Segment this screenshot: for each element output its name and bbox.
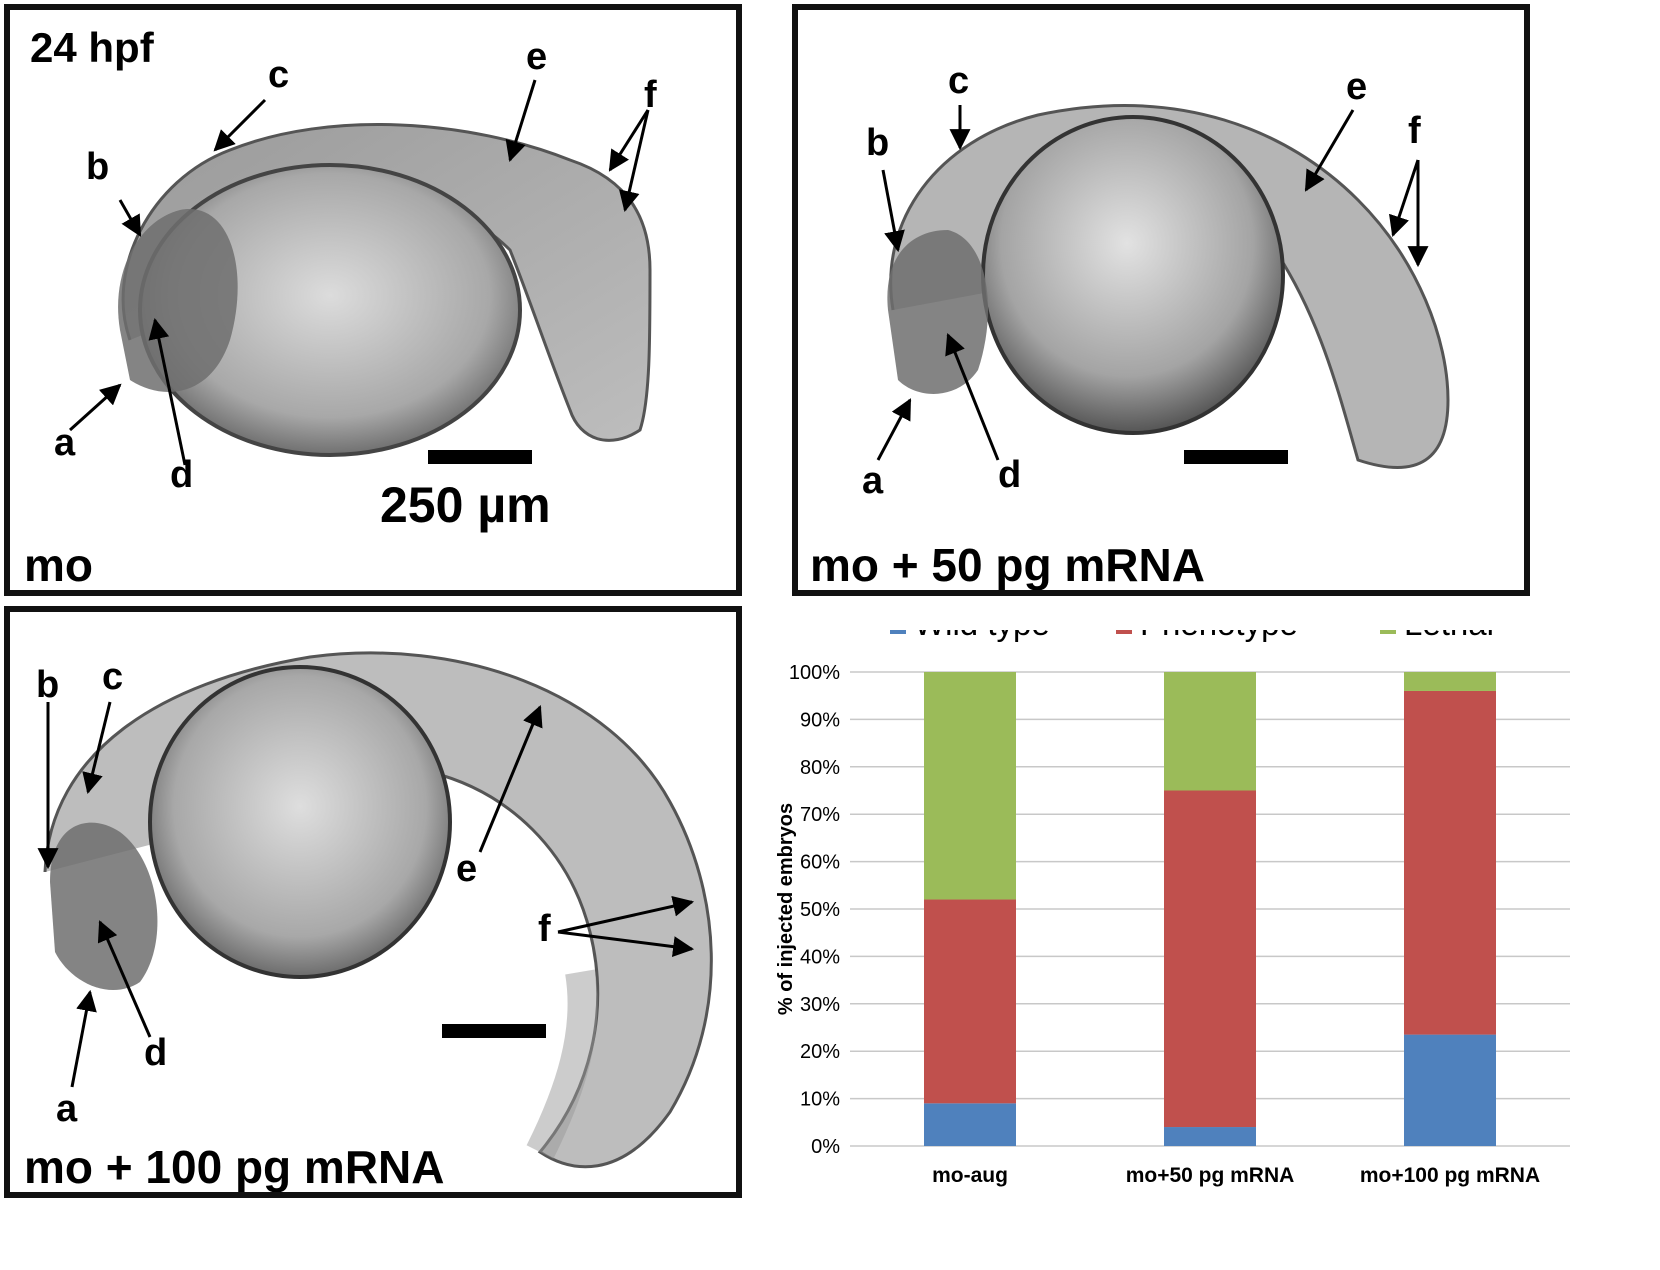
y-tick-label: 60%	[800, 852, 840, 874]
bar-segment-wild-type	[1164, 1127, 1256, 1146]
x-category-label: mo-aug	[932, 1164, 1008, 1187]
y-axis-ticks: 0% 10% 20% 30% 40% 50% 60% 70% 80% 90% 100%	[789, 662, 840, 1158]
x-category-label: mo+50 pg mRNA	[1126, 1164, 1295, 1187]
marker-letter-a: a	[56, 1088, 78, 1130]
legend-swatch	[1380, 630, 1396, 634]
bar-segment-phenotype	[924, 899, 1016, 1104]
y-tick-label: 20%	[800, 1041, 840, 1063]
bar-segment-wild-type	[924, 1103, 1016, 1146]
y-tick-label: 50%	[800, 899, 840, 921]
embryo-illustration-mo-100pg	[37, 651, 713, 1169]
y-axis-label: % of injected embryos	[775, 803, 797, 1015]
scale-bar	[442, 1024, 546, 1038]
y-tick-label: 10%	[800, 1089, 840, 1111]
image-panel-mo: 24 hpf 250 µm mo a b c d e f	[4, 4, 742, 596]
marker-letter-e: e	[526, 36, 548, 78]
marker-letter-b: b	[36, 664, 60, 706]
bar-segment-wild-type	[1404, 1034, 1496, 1146]
panel-label: mo + 50 pg mRNA	[810, 539, 1205, 591]
marker-letter-d: d	[170, 454, 194, 496]
marker-letter-c: c	[102, 656, 124, 698]
marker-letter-c: c	[268, 54, 290, 96]
y-tick-label: 40%	[800, 946, 840, 968]
marker-letter-d: d	[998, 454, 1022, 496]
marker-letter-a: a	[54, 422, 76, 464]
marker-letter-d: d	[144, 1032, 168, 1074]
y-tick-label: 100%	[789, 662, 840, 684]
legend-swatch	[890, 630, 906, 634]
legend-entry: Lethal	[1404, 630, 1494, 642]
marker-letter-e: e	[1346, 66, 1368, 108]
stacked-bar-chart: Wild type Phenotype Lethal 0% 10% 20% 30% 40% 5…	[775, 630, 1570, 1187]
bar-segment-phenotype	[1404, 690, 1496, 1035]
x-axis-categories: mo-aug mo+50 pg mRNA mo+100 pg mRNA	[932, 1164, 1540, 1187]
legend-entry: Wild type	[914, 630, 1050, 642]
scale-bar	[428, 450, 532, 464]
image-panel-mo-100pg: a b c d e f mo + 100 pg mRNA	[4, 606, 742, 1198]
marker-letter-c: c	[948, 60, 970, 102]
panel-label: mo + 100 pg mRNA	[24, 1141, 445, 1193]
y-tick-label: 80%	[800, 757, 840, 779]
marker-letter-a: a	[862, 460, 884, 502]
embryo-illustration-mo-50pg	[876, 104, 1450, 469]
y-tick-label: 90%	[800, 709, 840, 731]
marker-letter-e: e	[456, 848, 478, 890]
legend-entry: Phenotype	[1140, 630, 1298, 642]
panel-label: mo	[24, 539, 93, 591]
marker-letter-b: b	[86, 146, 110, 188]
bar-segment-lethal	[1164, 672, 1256, 791]
y-tick-label: 70%	[800, 804, 840, 826]
scale-bar-label: 250 µm	[380, 477, 551, 533]
marker-letter-f: f	[644, 74, 657, 116]
marker-letter-f: f	[538, 908, 551, 950]
embryo-illustration-mo	[68, 79, 652, 466]
y-tick-label: 30%	[800, 994, 840, 1016]
chart-bars	[924, 672, 1496, 1146]
bar-segment-lethal	[1404, 672, 1496, 691]
marker-letter-f: f	[1408, 110, 1421, 152]
chart-legend: Wild type Phenotype Lethal	[890, 630, 1494, 642]
bar-segment-lethal	[924, 672, 1016, 900]
scale-bar	[1184, 450, 1288, 464]
timepoint-label: 24 hpf	[30, 24, 154, 71]
marker-letter-b: b	[866, 122, 890, 164]
legend-swatch	[1116, 630, 1132, 634]
y-tick-label: 0%	[811, 1136, 840, 1158]
bar-segment-phenotype	[1164, 790, 1256, 1128]
x-category-label: mo+100 pg mRNA	[1360, 1164, 1540, 1187]
image-panel-mo-50pg: a b c d e f mo + 50 pg mRNA	[792, 4, 1530, 596]
